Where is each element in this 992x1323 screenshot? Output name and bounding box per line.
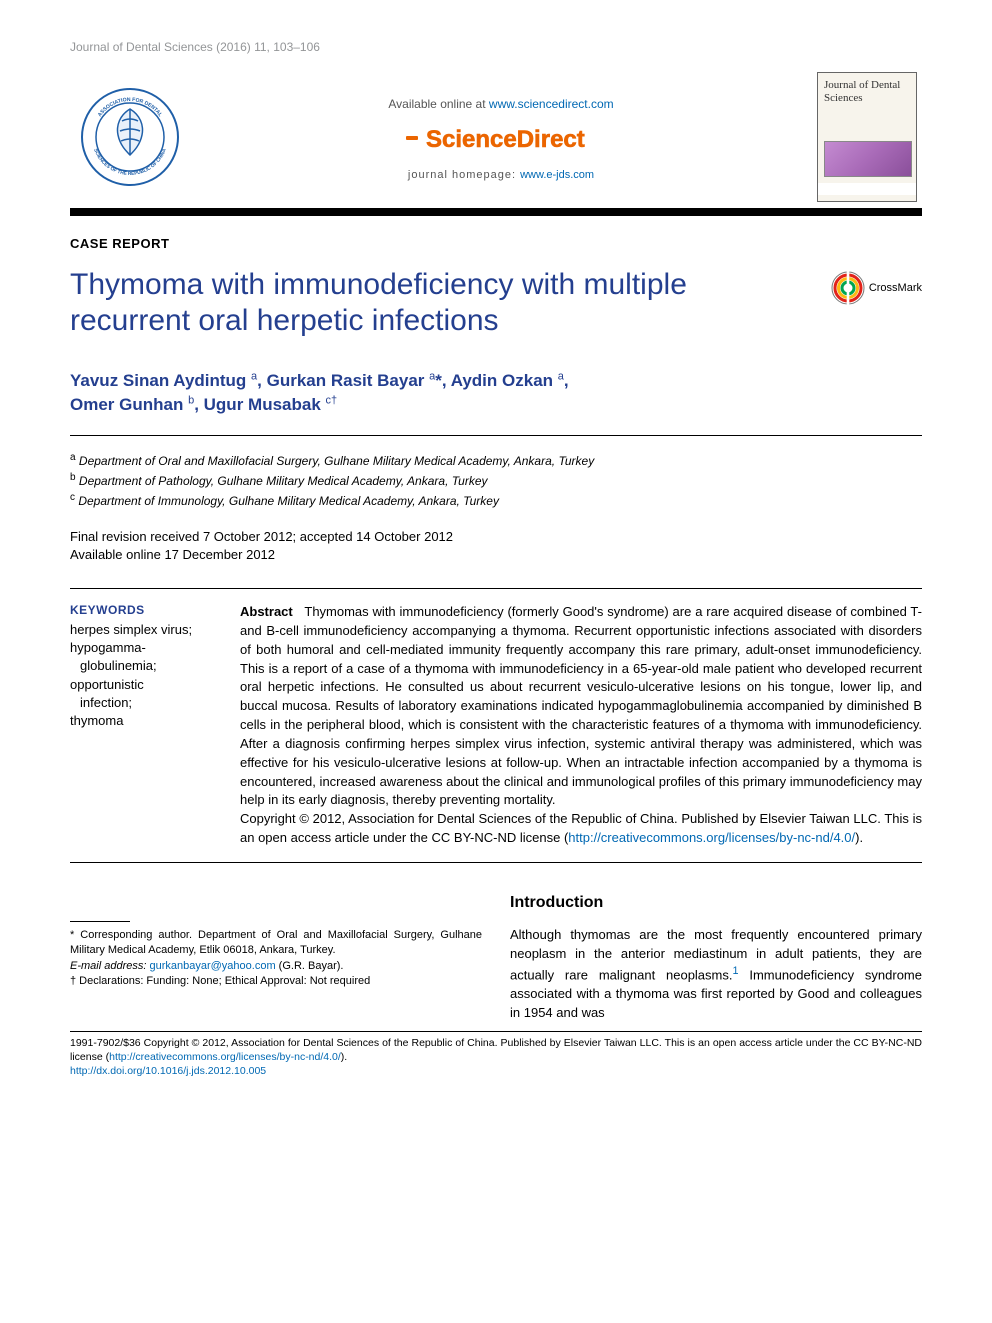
keyword-item: infection; xyxy=(70,694,224,712)
sciencedirect-url-link[interactable]: www.sciencedirect.com xyxy=(489,97,614,111)
journal-cover-bar xyxy=(818,183,916,195)
keyword-item: globulinemia; xyxy=(70,657,224,675)
affiliation-list: a Department of Oral and Maxillofacial S… xyxy=(70,450,922,510)
corresponding-author-note: * Corresponding author. Department of Or… xyxy=(70,928,482,959)
journal-cover-thumbnail: Journal of Dental Sciences xyxy=(817,72,917,202)
running-head: Journal of Dental Sciences (2016) 11, 10… xyxy=(70,40,922,54)
svg-text:ScienceDirect: ScienceDirect xyxy=(426,126,585,153)
article-type-label: CASE REPORT xyxy=(70,236,922,251)
affiliation-c: c Department of Immunology, Gulhane Mili… xyxy=(70,490,922,510)
crossmark-badge[interactable]: CrossMark xyxy=(812,267,922,305)
keyword-item: thymoma xyxy=(70,712,224,730)
introduction-paragraph: Although thymomas are the most frequentl… xyxy=(510,926,922,1023)
cc-license-link[interactable]: http://creativecommons.org/licenses/by-n… xyxy=(568,830,855,845)
journal-homepage-line: journal homepage: www.e-jds.com xyxy=(408,169,594,181)
affiliation-a: a Department of Oral and Maxillofacial S… xyxy=(70,450,922,470)
right-column: Introduction Although thymomas are the m… xyxy=(510,891,922,1023)
author-list: Yavuz Sinan Aydintug a, Gurkan Rasit Bay… xyxy=(70,369,922,417)
available-online-line: Available online at www.sciencedirect.co… xyxy=(388,97,613,111)
keyword-item: hypogamma- xyxy=(70,639,224,657)
abstract-label: Abstract xyxy=(240,604,293,619)
publisher-seal-icon: ASSOCIATION FOR DENTAL SCIENCES OF THE R… xyxy=(80,87,180,187)
email-label: E-mail address: xyxy=(70,960,146,972)
doi-link[interactable]: http://dx.doi.org/10.1016/j.jds.2012.10.… xyxy=(70,1065,266,1077)
footnotes: * Corresponding author. Department of Or… xyxy=(70,928,482,990)
header-divider-bar xyxy=(70,208,922,216)
footer-copyright: 1991-7902/$36 Copyright © 2012, Associat… xyxy=(70,1036,922,1079)
publisher-seal-wrap: ASSOCIATION FOR DENTAL SCIENCES OF THE R… xyxy=(70,72,190,202)
authors-line-1: Yavuz Sinan Aydintug a, Gurkan Rasit Bay… xyxy=(70,369,922,393)
article-dates: Final revision received 7 October 2012; … xyxy=(70,528,922,564)
author-rule xyxy=(70,435,922,436)
abstract-copyright-suffix: ). xyxy=(855,830,863,845)
left-column: * Corresponding author. Department of Or… xyxy=(70,891,482,1023)
email-line: E-mail address: gurkanbayar@yahoo.com (G… xyxy=(70,959,482,974)
masthead: ASSOCIATION FOR DENTAL SCIENCES OF THE R… xyxy=(70,72,922,202)
journal-cover-image xyxy=(824,141,912,177)
journal-cover-title: Journal of Dental Sciences xyxy=(824,79,910,105)
available-online-prefix: Available online at xyxy=(388,97,489,111)
abstract-column: Abstract Thymomas with immunodeficiency … xyxy=(240,603,922,848)
revision-accept-date: Final revision received 7 October 2012; … xyxy=(70,528,922,546)
footnote-rule xyxy=(70,921,130,922)
page-root: Journal of Dental Sciences (2016) 11, 10… xyxy=(0,0,992,1108)
authors-line-2: Omer Gunhan b, Ugur Musabak c† xyxy=(70,393,922,417)
journal-homepage-link[interactable]: www.e-jds.com xyxy=(520,169,594,181)
online-date: Available online 17 December 2012 xyxy=(70,546,922,564)
sciencedirect-logo[interactable]: ScienceDirect ScienceDirect xyxy=(396,123,606,155)
footer-copyright-suffix: ). xyxy=(341,1051,347,1063)
author-email-link[interactable]: gurkanbayar@yahoo.com xyxy=(149,960,275,972)
keyword-item: opportunistic xyxy=(70,676,224,694)
footer-cc-link[interactable]: http://creativecommons.org/licenses/by-n… xyxy=(109,1051,341,1063)
keyword-item: herpes simplex virus; xyxy=(70,621,224,639)
crossmark-icon xyxy=(831,271,865,305)
journal-cover-wrap: Journal of Dental Sciences xyxy=(812,72,922,202)
email-attrib: (G.R. Bayar). xyxy=(276,960,344,972)
affiliation-b: b Department of Pathology, Gulhane Milit… xyxy=(70,470,922,490)
declarations-note: † Declarations: Funding: None; Ethical A… xyxy=(70,974,482,989)
abstract-block: KEYWORDS herpes simplex virus; hypogamma… xyxy=(70,588,922,863)
abstract-text: Thymomas with immunodeficiency (formerly… xyxy=(240,604,922,807)
masthead-center: Available online at www.sciencedirect.co… xyxy=(190,72,812,202)
homepage-prefix: journal homepage: xyxy=(408,169,520,181)
keywords-list: herpes simplex virus; hypogamma- globuli… xyxy=(70,621,224,730)
keywords-heading: KEYWORDS xyxy=(70,603,224,617)
crossmark-label: CrossMark xyxy=(869,282,922,294)
bottom-rule xyxy=(70,1031,922,1032)
article-title: Thymoma with immunodeficiency with multi… xyxy=(70,267,812,339)
keywords-column: KEYWORDS herpes simplex virus; hypogamma… xyxy=(70,603,240,848)
body-columns: * Corresponding author. Department of Or… xyxy=(70,891,922,1023)
introduction-heading: Introduction xyxy=(510,891,922,914)
title-row: Thymoma with immunodeficiency with multi… xyxy=(70,267,922,369)
